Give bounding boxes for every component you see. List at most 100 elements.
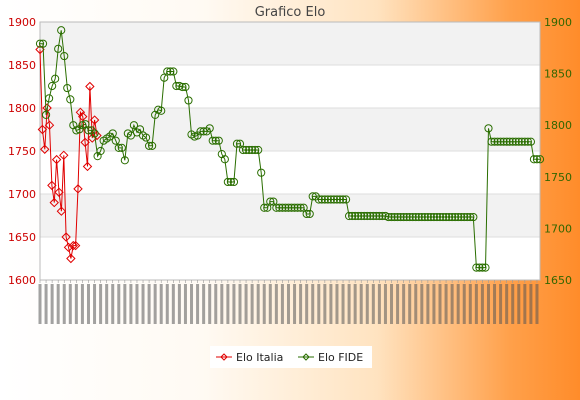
data-point[interactable]	[275, 203, 284, 212]
data-point[interactable]	[193, 131, 202, 140]
data-point[interactable]	[487, 137, 496, 146]
data-point[interactable]	[429, 212, 439, 222]
data-point[interactable]	[357, 211, 366, 221]
data-point[interactable]	[284, 203, 293, 212]
data-point[interactable]	[272, 203, 281, 212]
data-point[interactable]	[148, 141, 157, 150]
data-point[interactable]	[141, 133, 151, 142]
data-point[interactable]	[417, 212, 426, 222]
data-point[interactable]	[457, 212, 466, 222]
data-point[interactable]	[523, 137, 532, 146]
data-point[interactable]	[535, 155, 545, 164]
data-point[interactable]	[478, 263, 487, 272]
data-point[interactable]	[369, 211, 378, 221]
data-point[interactable]	[44, 94, 54, 103]
data-point[interactable]	[80, 137, 90, 148]
data-point[interactable]	[82, 161, 93, 172]
data-point[interactable]	[75, 107, 86, 118]
data-point[interactable]	[317, 195, 326, 204]
data-point[interactable]	[484, 124, 493, 133]
data-point[interactable]	[517, 137, 526, 146]
data-point[interactable]	[493, 137, 502, 146]
data-point[interactable]	[35, 39, 45, 48]
data-point[interactable]	[111, 136, 120, 145]
data-point[interactable]	[66, 95, 75, 104]
data-point[interactable]	[68, 240, 78, 251]
data-point[interactable]	[414, 212, 423, 222]
data-point[interactable]	[402, 212, 411, 222]
data-point[interactable]	[375, 211, 384, 221]
data-point[interactable]	[220, 155, 229, 164]
data-point[interactable]	[372, 211, 381, 221]
data-point[interactable]	[332, 195, 342, 204]
data-point[interactable]	[254, 145, 263, 155]
data-point[interactable]	[481, 263, 490, 272]
data-point[interactable]	[226, 177, 236, 187]
data-point[interactable]	[85, 81, 95, 92]
data-point[interactable]	[508, 137, 517, 146]
data-point[interactable]	[266, 197, 275, 206]
data-point[interactable]	[70, 240, 81, 251]
data-point[interactable]	[296, 203, 305, 212]
data-point[interactable]	[232, 139, 242, 148]
data-point[interactable]	[351, 211, 360, 221]
data-point[interactable]	[96, 146, 105, 156]
data-point[interactable]	[73, 184, 83, 194]
data-point[interactable]	[426, 212, 436, 222]
data-point[interactable]	[51, 154, 62, 165]
data-point[interactable]	[248, 145, 257, 155]
data-point[interactable]	[405, 212, 414, 222]
data-point[interactable]	[490, 137, 499, 146]
data-point[interactable]	[314, 195, 323, 204]
data-point[interactable]	[326, 195, 336, 204]
data-point[interactable]	[184, 96, 193, 105]
data-point[interactable]	[281, 203, 290, 212]
data-point[interactable]	[290, 203, 299, 212]
data-point[interactable]	[466, 212, 475, 222]
data-point[interactable]	[163, 67, 172, 76]
data-point[interactable]	[529, 155, 539, 164]
data-point[interactable]	[460, 212, 469, 222]
data-point[interactable]	[323, 195, 332, 204]
data-point[interactable]	[393, 212, 402, 222]
data-point[interactable]	[49, 197, 59, 208]
data-point[interactable]	[57, 26, 66, 35]
data-point[interactable]	[114, 143, 123, 153]
data-point[interactable]	[384, 212, 393, 222]
data-point[interactable]	[223, 177, 232, 187]
data-point[interactable]	[502, 137, 511, 146]
data-point[interactable]	[60, 51, 69, 61]
data-point[interactable]	[511, 137, 520, 146]
data-point[interactable]	[454, 212, 463, 222]
data-point[interactable]	[63, 242, 74, 253]
data-point[interactable]	[526, 137, 536, 146]
data-point[interactable]	[441, 212, 451, 222]
data-point[interactable]	[205, 124, 214, 133]
data-point[interactable]	[196, 127, 205, 136]
data-point[interactable]	[499, 137, 508, 146]
data-point[interactable]	[472, 263, 481, 272]
data-point[interactable]	[144, 141, 154, 150]
data-point[interactable]	[348, 211, 357, 221]
data-point[interactable]	[120, 156, 129, 165]
data-point[interactable]	[172, 81, 181, 91]
data-point[interactable]	[47, 180, 57, 191]
data-point[interactable]	[92, 130, 102, 141]
data-point[interactable]	[238, 145, 248, 155]
data-point[interactable]	[390, 212, 399, 222]
data-point[interactable]	[51, 74, 60, 83]
data-point[interactable]	[211, 136, 220, 145]
data-point[interactable]	[166, 67, 175, 76]
data-point[interactable]	[78, 111, 88, 122]
data-point[interactable]	[475, 263, 484, 272]
data-point[interactable]	[90, 129, 99, 138]
data-point[interactable]	[251, 145, 260, 155]
data-point[interactable]	[366, 211, 375, 221]
data-point[interactable]	[44, 120, 55, 130]
data-point[interactable]	[56, 206, 67, 216]
data-point[interactable]	[37, 124, 48, 135]
data-point[interactable]	[469, 212, 478, 222]
data-point[interactable]	[399, 212, 408, 222]
data-point[interactable]	[329, 195, 339, 204]
data-point[interactable]	[514, 137, 523, 146]
